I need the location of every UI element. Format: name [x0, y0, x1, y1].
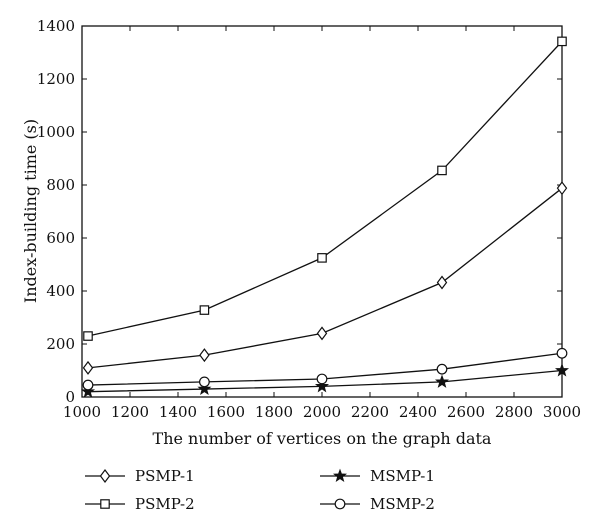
data-point-msmp-1 — [80, 384, 96, 398]
axis-ticks: 1000 1200 1400 1600 1800 2000 2200 2400 2600 2800… — [37, 17, 581, 421]
series-lines — [87, 40, 563, 393]
legend-marker-psmp-1 — [99, 469, 111, 483]
y-axis-label: Index-building time (s) — [21, 119, 40, 303]
legend-marker-msmp-2 — [334, 498, 346, 510]
data-point-msmp-1 — [554, 363, 570, 377]
legend: PSMP-1 PSMP-2 MSMP-1 MSMP-2 — [85, 467, 435, 513]
y-tick-label: 1200 — [37, 70, 75, 88]
data-point-psmp-1 — [436, 275, 448, 290]
plot-frame — [81, 25, 563, 398]
series-line-psmp-2 — [87, 40, 563, 337]
y-tick-label: 1400 — [37, 17, 75, 35]
data-point-psmp-2 — [317, 253, 327, 263]
data-point-psmp-1 — [316, 326, 328, 341]
data-point-psmp-2 — [83, 331, 93, 341]
x-tick-label: 3000 — [543, 403, 581, 421]
x-tick-label: 1600 — [207, 403, 245, 421]
series-line-psmp-1 — [87, 187, 563, 369]
y-tick-label: 800 — [46, 176, 75, 194]
x-tick-label: 1800 — [255, 403, 293, 421]
x-tick-label: 1200 — [111, 403, 149, 421]
data-point-psmp-2 — [437, 165, 447, 176]
legend-label-msmp-1: MSMP-1 — [370, 467, 435, 485]
x-tick-label: 2600 — [447, 403, 485, 421]
x-tick-label: 1400 — [159, 403, 197, 421]
data-point-msmp-1 — [314, 379, 330, 393]
data-point-msmp-2 — [556, 347, 568, 359]
data-point-psmp-1 — [199, 348, 210, 363]
series-markers — [80, 36, 570, 398]
y-tick-label: 200 — [46, 335, 75, 353]
x-tick-label: 2800 — [495, 403, 533, 421]
y-tick-label: 600 — [46, 229, 75, 247]
data-point-psmp-1 — [556, 181, 568, 196]
data-point-msmp-2 — [436, 363, 448, 375]
data-point-psmp-2 — [557, 36, 567, 47]
y-tick-label: 0 — [65, 388, 75, 406]
data-point-msmp-2 — [316, 373, 328, 385]
legend-label-msmp-2: MSMP-2 — [370, 495, 435, 513]
data-point-msmp-2 — [198, 376, 210, 388]
legend-marker-msmp-1 — [332, 468, 348, 482]
y-tick-label: 400 — [46, 282, 75, 300]
data-point-psmp-1 — [82, 360, 94, 375]
legend-marker-psmp-2 — [100, 499, 110, 509]
data-point-msmp-1 — [434, 374, 450, 388]
legend-label-psmp-2: PSMP-2 — [135, 495, 195, 513]
x-axis-label: The number of vertices on the graph data — [153, 429, 492, 448]
x-tick-label: 1000 — [63, 403, 101, 421]
x-tick-label: 2200 — [351, 403, 389, 421]
data-point-msmp-1 — [197, 381, 212, 396]
legend-label-psmp-1: PSMP-1 — [135, 467, 195, 485]
x-tick-label: 2400 — [399, 403, 437, 421]
x-tick-label: 2000 — [303, 403, 341, 421]
data-point-psmp-2 — [199, 305, 210, 315]
y-tick-label: 1000 — [37, 123, 75, 141]
data-point-msmp-2 — [82, 379, 94, 391]
